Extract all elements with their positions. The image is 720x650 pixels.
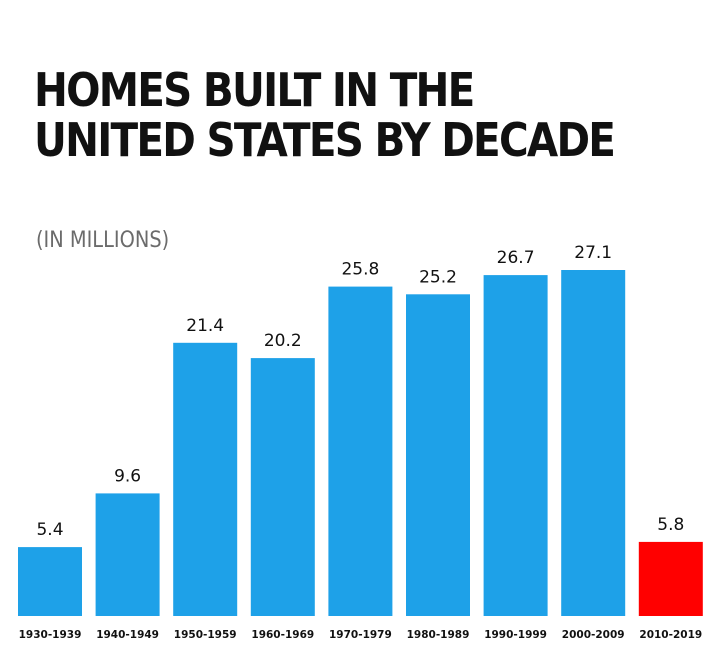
- bar-2010-2019: [638, 541, 703, 616]
- chart-title-line-1: HOMES BUILT IN THE: [34, 63, 475, 117]
- value-label-1980-1989: 25.2: [419, 267, 457, 287]
- bar-1990-1999: [483, 275, 548, 616]
- value-label-1940-1949: 9.6: [114, 466, 141, 486]
- bar-1980-1989: [406, 294, 470, 616]
- x-tick-label-1980-1989: 1980-1989: [407, 629, 470, 641]
- bar-1960-1969: [250, 358, 315, 616]
- value-label-1960-1969: 20.2: [264, 331, 302, 351]
- x-tick-label-1970-1979: 1970-1979: [329, 629, 392, 641]
- value-label-1950-1959: 21.4: [186, 316, 224, 336]
- value-label-2010-2019: 5.8: [657, 515, 684, 535]
- value-label-1970-1979: 25.8: [341, 260, 379, 280]
- bar-2000-2009: [561, 270, 626, 616]
- bar-1930-1939: [18, 547, 82, 616]
- bar-1950-1959: [173, 342, 238, 616]
- x-tick-label-2000-2009: 2000-2009: [562, 629, 625, 641]
- x-tick-label-1940-1949: 1940-1949: [96, 629, 159, 641]
- bar-1970-1979: [328, 286, 393, 616]
- x-tick-label-2010-2019: 2010-2019: [639, 629, 702, 641]
- chart-subtitle: (IN MILLIONS): [36, 228, 170, 253]
- chart-title-line-2: UNITED STATES BY DECADE: [34, 112, 616, 167]
- value-label-1990-1999: 26.7: [497, 248, 535, 268]
- value-label-2000-2009: 27.1: [574, 243, 612, 263]
- x-tick-label-1990-1999: 1990-1999: [484, 629, 547, 641]
- chart-title: HOMES BUILT IN THE UNITED STATES BY DECA…: [34, 63, 616, 167]
- x-tick-label-1960-1969: 1960-1969: [251, 629, 314, 641]
- value-label-1930-1939: 5.4: [36, 520, 63, 540]
- x-tick-label-1950-1959: 1950-1959: [174, 629, 237, 641]
- bar-1940-1949: [95, 493, 160, 616]
- x-tick-label-1930-1939: 1930-1939: [19, 629, 82, 641]
